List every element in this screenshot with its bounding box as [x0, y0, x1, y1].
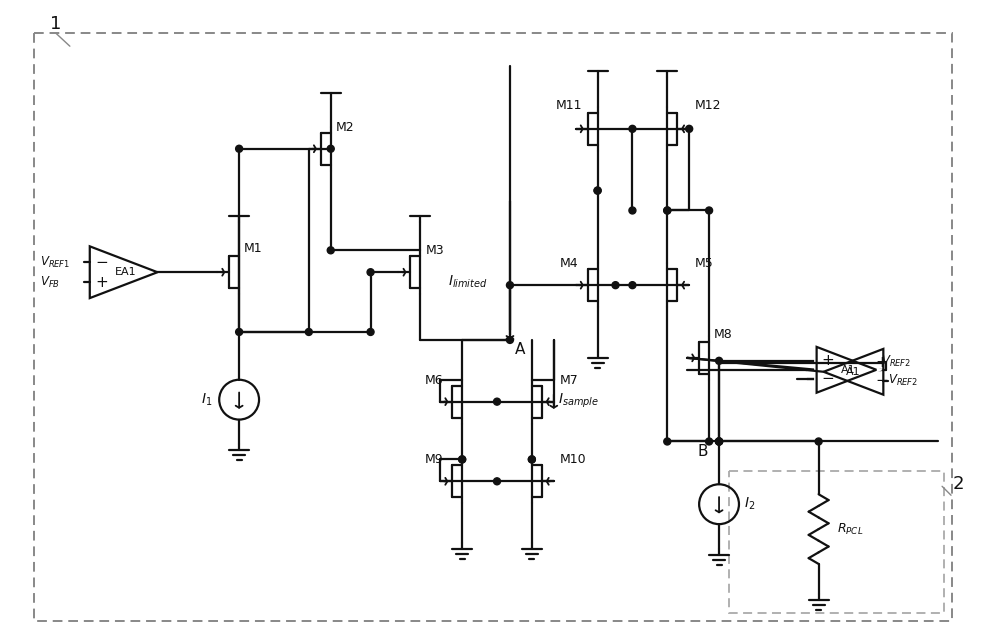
Circle shape [528, 456, 535, 463]
Polygon shape [817, 347, 876, 393]
Text: −: − [875, 374, 888, 388]
Text: $V_{FB}$: $V_{FB}$ [40, 274, 60, 290]
Text: M10: M10 [560, 453, 586, 466]
Text: B: B [697, 444, 708, 459]
Text: M11: M11 [556, 99, 582, 112]
Text: M1: M1 [244, 242, 263, 255]
Circle shape [236, 328, 243, 336]
Text: A1: A1 [841, 365, 856, 375]
Text: $V_{REF1}$: $V_{REF1}$ [40, 255, 70, 270]
Circle shape [716, 438, 723, 445]
Circle shape [664, 438, 671, 445]
Circle shape [594, 187, 601, 194]
Circle shape [629, 207, 636, 214]
Text: M5: M5 [695, 257, 714, 270]
Text: M3: M3 [425, 244, 444, 258]
Text: M6: M6 [424, 374, 443, 387]
Text: +: + [822, 354, 834, 368]
Circle shape [629, 126, 636, 132]
Circle shape [716, 438, 723, 445]
Text: −: − [822, 371, 834, 386]
Text: $R_{PCL}$: $R_{PCL}$ [837, 522, 863, 536]
Circle shape [706, 438, 713, 445]
Text: A1: A1 [846, 367, 861, 377]
Text: 1: 1 [50, 15, 61, 33]
Text: 2: 2 [953, 475, 965, 493]
Circle shape [716, 438, 723, 445]
Circle shape [506, 281, 513, 289]
Text: +: + [875, 355, 888, 370]
Text: $V_{REF2}$: $V_{REF2}$ [881, 354, 911, 370]
Circle shape [367, 269, 374, 276]
Text: M2: M2 [336, 121, 354, 134]
Circle shape [594, 187, 601, 194]
Text: $I_{limited}$: $I_{limited}$ [448, 273, 488, 290]
Circle shape [327, 146, 334, 152]
Circle shape [459, 456, 466, 463]
Circle shape [494, 398, 500, 405]
Circle shape [305, 328, 312, 336]
Text: M12: M12 [695, 99, 722, 112]
Text: $I_2$: $I_2$ [744, 496, 755, 513]
Circle shape [528, 456, 535, 463]
Circle shape [716, 357, 723, 365]
Circle shape [706, 207, 713, 214]
Circle shape [506, 336, 513, 343]
Bar [729, 471, 944, 612]
Text: $I_1$: $I_1$ [201, 392, 213, 408]
Circle shape [612, 281, 619, 289]
Text: M8: M8 [714, 328, 733, 341]
Text: −: − [96, 255, 109, 270]
Text: M9: M9 [424, 453, 443, 466]
Circle shape [664, 207, 671, 214]
Circle shape [236, 146, 243, 152]
Circle shape [815, 438, 822, 445]
Text: A: A [515, 342, 525, 357]
Circle shape [459, 456, 466, 463]
Circle shape [327, 247, 334, 254]
Circle shape [664, 207, 671, 214]
Circle shape [629, 281, 636, 289]
Text: M7: M7 [560, 374, 578, 387]
Circle shape [494, 478, 500, 485]
Text: $V_{REF2}$: $V_{REF2}$ [888, 373, 918, 388]
Circle shape [367, 328, 374, 336]
Text: M4: M4 [560, 257, 578, 270]
Text: +: + [96, 275, 109, 290]
Circle shape [686, 126, 693, 132]
Circle shape [716, 438, 723, 445]
Text: $I_{sample}$: $I_{sample}$ [558, 392, 599, 410]
Text: EA1: EA1 [115, 267, 136, 277]
